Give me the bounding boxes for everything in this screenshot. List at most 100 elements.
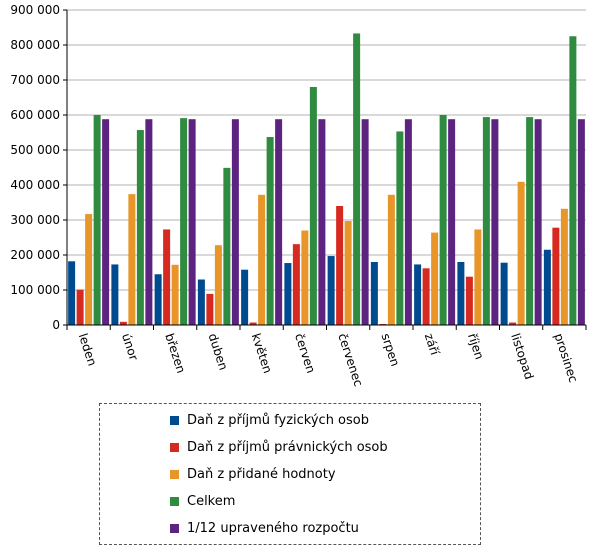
bar-2-leden [76,289,84,325]
bar-4-červenec [353,33,361,325]
bar-2-prosinec [552,227,560,325]
bar-4-červen [309,87,317,325]
y-tick-label: 800 000 [10,38,60,52]
x-tick-label: prosinec [552,332,581,385]
y-tick-label: 200 000 [10,248,60,262]
y-axis-tick-labels: 0 100 000 200 000 300 000 400 000 500 000 600 … [10,3,60,332]
legend-item: Daň z příjmů fyzických osob [170,411,369,429]
bar-3-březen [171,264,179,325]
bar-4-říjen [482,117,490,325]
bar-5-červen [318,119,326,325]
bar-3-duben [214,245,222,325]
y-tick-label: 900 000 [10,3,60,17]
bar-2-duben [206,293,214,325]
bar-1-prosinec [543,249,551,325]
y-tick-label: 600 000 [10,108,60,122]
x-tick-label: únor [119,332,141,363]
x-tick-label: březen [162,332,188,375]
legend-label: 1/12 upraveného rozpočtu [187,520,359,536]
legend-label: Celkem [187,493,236,509]
bar-1-červenec [327,256,335,325]
legend-label: Daň z přidané hodnoty [187,466,336,482]
bar-1-duben [197,279,205,325]
bar-2-září [422,268,430,325]
y-tick-label: 400 000 [10,178,60,192]
bar-4-prosinec [569,36,577,325]
bar-2-únor [119,321,127,325]
bar-1-březen [154,274,162,325]
y-tick-label: 0 [52,318,60,332]
legend-swatch [170,496,179,506]
x-tick-label: květen [249,332,275,375]
bar-1-květen [241,269,249,325]
legend: Daň z příjmů fyzických osob Daň z příjmů … [99,403,481,545]
x-tick-label: srpen [379,332,403,368]
bar-1-srpen [370,262,378,325]
bar-5-prosinec [577,119,585,325]
bar-1-červen [284,263,292,325]
x-axis-tick-labels: leden únor březen duben květen červen červenec… [76,332,581,389]
y-tick-label: 300 000 [10,213,60,227]
bar-5-duben [231,119,239,325]
bar-5-květen [275,119,283,325]
bar-4-srpen [396,131,404,325]
bar-2-říjen [465,276,473,325]
bar-chart: 0 100 000 200 000 300 000 400 000 500 000 600 … [10,3,587,389]
axes [63,9,587,330]
bar-3-květen [258,194,266,325]
legend-swatch [170,442,179,452]
y-tick-label: 700 000 [10,73,60,87]
bar-1-leden [68,261,76,325]
bar-2-červenec [336,206,344,325]
x-tick-label: červenec [335,332,365,389]
legend-swatch [170,523,179,533]
bar-4-duben [223,167,231,325]
legend-label: Daň z příjmů fyzických osob [187,412,369,428]
legend-item: Celkem [170,492,235,510]
x-tick-label: leden [76,332,100,368]
x-tick-label: červen [292,332,318,375]
bar-2-březen [163,229,171,325]
legend-swatch [170,415,179,425]
legend-item: Daň z přidané hodnoty [170,465,336,483]
legend-item: 1/12 upraveného rozpočtu [170,519,359,537]
bar-4-únor [136,130,144,325]
bar-4-listopad [526,117,534,325]
x-tick-label: říjen [465,332,487,362]
bar-5-leden [102,119,110,325]
bar-5-listopad [534,119,542,325]
bar-5-srpen [404,119,412,325]
x-tick-label: listopad [508,332,536,382]
bar-4-leden [93,115,101,325]
y-tick-label: 100 000 [10,283,60,297]
bar-2-listopad [509,322,517,325]
bar-2-červen [292,244,300,325]
bar-3-říjen [474,229,482,325]
bar-4-září [439,115,447,325]
bar-3-září [431,232,439,325]
bar-4-březen [180,118,188,326]
bar-3-listopad [517,181,525,325]
bar-1-listopad [500,262,508,325]
bar-2-květen [249,322,257,325]
legend-swatch [170,469,179,479]
bar-3-červenec [344,221,352,325]
bar-5-říjen [491,119,499,325]
gridlines [67,9,586,326]
bar-1-září [414,264,422,325]
bar-3-leden [85,214,93,325]
bars [68,33,585,326]
x-tick-label: duben [206,332,231,372]
bar-3-únor [128,194,136,325]
bar-3-červen [301,230,309,325]
legend-label: Daň z příjmů právnických osob [187,439,388,455]
bar-5-červenec [361,119,369,325]
bar-5-březen [188,119,196,325]
bar-1-říjen [457,262,465,325]
bar-5-únor [145,119,153,325]
y-tick-label: 500 000 [10,143,60,157]
bar-4-květen [266,137,274,325]
x-tick-label: září [422,332,442,358]
bar-3-srpen [387,194,395,325]
bar-5-září [448,119,456,325]
